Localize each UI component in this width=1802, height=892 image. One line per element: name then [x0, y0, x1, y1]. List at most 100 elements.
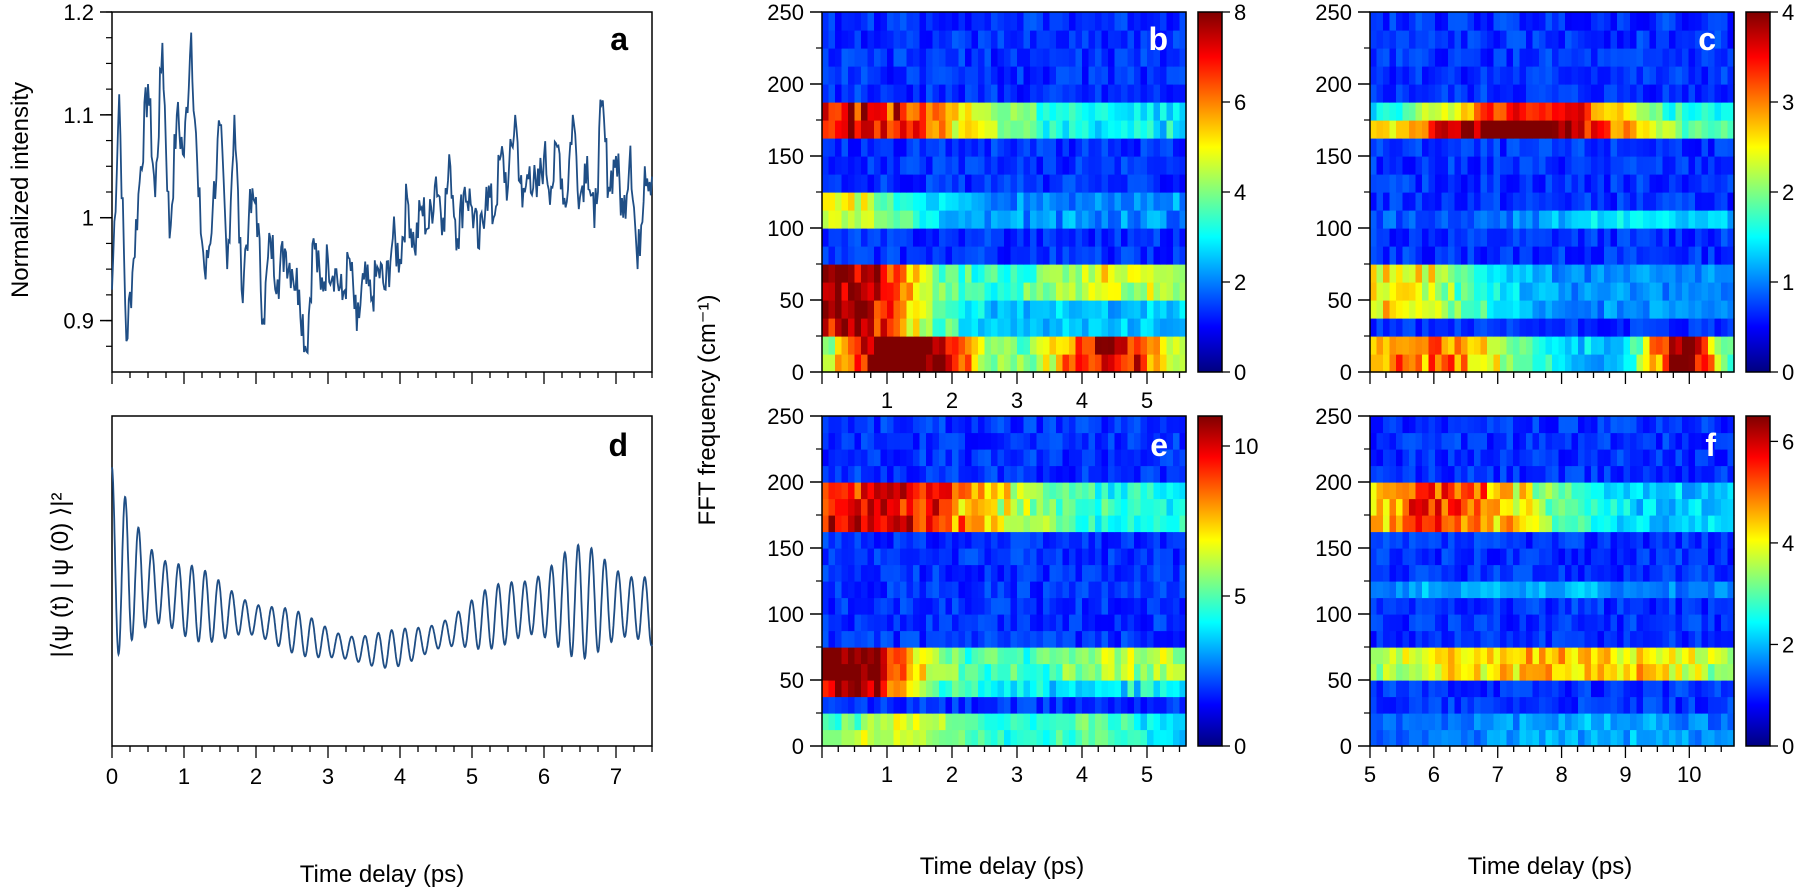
heatmap-cell — [1552, 84, 1560, 103]
heatmap-cell — [1121, 597, 1129, 615]
heatmap-cell — [1376, 416, 1384, 434]
heatmap-cell — [1069, 647, 1077, 665]
heatmap-cell — [1140, 300, 1148, 319]
heatmap-cell — [867, 432, 875, 450]
heatmap-cell — [991, 416, 999, 434]
heatmap-cell — [835, 282, 843, 301]
heatmap-cell — [1493, 354, 1501, 373]
heatmap-cell — [1389, 120, 1397, 139]
heatmap-cell — [906, 336, 914, 355]
heatmap-cell — [1004, 210, 1012, 229]
heatmap-cell — [1422, 713, 1430, 731]
heatmap-cell — [971, 174, 979, 193]
heatmap-cell — [1454, 531, 1462, 549]
heatmap-cell — [1056, 630, 1064, 648]
heatmap-cell — [1708, 531, 1716, 549]
heatmap-cell — [913, 210, 921, 229]
heatmap-cell — [1101, 630, 1109, 648]
heatmap-cell — [1160, 318, 1168, 337]
heatmap-cell — [1043, 264, 1051, 283]
heatmap-cell — [1448, 548, 1456, 566]
heatmap-cell — [1010, 482, 1018, 500]
heatmap-cell — [952, 548, 960, 566]
heatmap-cell — [1461, 300, 1469, 319]
heatmap-cell — [1675, 84, 1683, 103]
heatmap-cell — [1558, 498, 1566, 516]
heatmap-cell — [1656, 138, 1664, 157]
heatmap-cell — [1010, 300, 1018, 319]
heatmap-cell — [958, 696, 966, 714]
heatmap-cell — [1539, 614, 1547, 632]
heatmap-cell — [1500, 564, 1508, 582]
heatmap-cell — [1630, 264, 1638, 283]
heatmap-cell — [1701, 318, 1709, 337]
heatmap-cell — [1415, 597, 1423, 615]
heatmap-cell — [1493, 30, 1501, 49]
heatmap-cell — [1428, 614, 1436, 632]
heatmap-cell — [1727, 48, 1735, 67]
heatmap-cell — [1623, 300, 1631, 319]
heatmap-cell — [1140, 729, 1148, 747]
heatmap-cell — [1584, 300, 1592, 319]
heatmap-cell — [919, 318, 927, 337]
heatmap-cell — [1173, 531, 1181, 549]
heatmap-cell — [1010, 66, 1018, 85]
heatmap-cell — [1623, 318, 1631, 337]
heatmap-cell — [1669, 498, 1677, 516]
heatmap-cell — [1441, 449, 1449, 467]
heatmap-cell — [1558, 228, 1566, 247]
heatmap-cell — [1695, 647, 1703, 665]
heatmap-cell — [900, 729, 908, 747]
heatmap-cell — [1153, 482, 1161, 500]
heatmap-cell — [828, 12, 836, 31]
heatmap-cell — [939, 482, 947, 500]
heatmap-cell — [919, 449, 927, 467]
heatmap-cell — [1513, 300, 1521, 319]
heatmap-cell — [1428, 432, 1436, 450]
heatmap-cell — [1454, 102, 1462, 121]
heatmap-cell — [1127, 354, 1135, 373]
heatmap-cell — [1147, 282, 1155, 301]
heatmap-cell — [939, 614, 947, 632]
heatmap-cell — [952, 515, 960, 533]
heatmap-cell — [1636, 48, 1644, 67]
heatmap-cell — [900, 482, 908, 500]
heatmap-cell — [1075, 246, 1083, 265]
heatmap-cell — [1682, 647, 1690, 665]
heatmap-cell — [828, 246, 836, 265]
heatmap-cell — [1017, 156, 1025, 175]
heatmap-cell — [1708, 416, 1716, 434]
heatmap-cell — [822, 138, 830, 157]
heatmap-cell — [1153, 84, 1161, 103]
heatmap-cell — [1441, 498, 1449, 516]
heatmap-cell — [1062, 102, 1070, 121]
heatmap-cell — [984, 531, 992, 549]
heatmap-cell — [1160, 465, 1168, 483]
heatmap-cell — [1662, 30, 1670, 49]
heatmap-cell — [1140, 531, 1148, 549]
heatmap-cell — [1127, 465, 1135, 483]
heatmap-cell — [1532, 548, 1540, 566]
heatmap-cell — [874, 696, 882, 714]
heatmap-cell — [1088, 84, 1096, 103]
heatmap-cell — [841, 138, 849, 157]
heatmap-cell — [1701, 597, 1709, 615]
heatmap-cell — [1062, 174, 1070, 193]
heatmap-cell — [1630, 30, 1638, 49]
heatmap-cell — [1010, 264, 1018, 283]
heatmap-cell — [939, 30, 947, 49]
heatmap-cell — [1597, 300, 1605, 319]
heatmap-cell — [984, 174, 992, 193]
heatmap-cell — [1649, 498, 1657, 516]
heatmap-cell — [1558, 102, 1566, 121]
heatmap-cell — [1435, 647, 1443, 665]
heatmap-cell — [919, 416, 927, 434]
heatmap-cell — [1688, 614, 1696, 632]
heatmap-cell — [1584, 416, 1592, 434]
heatmap-cell — [1597, 102, 1605, 121]
heatmap-cell — [1610, 465, 1618, 483]
heatmap-cell — [1545, 548, 1553, 566]
heatmap-cell — [841, 48, 849, 67]
heatmap-cell — [1545, 515, 1553, 533]
